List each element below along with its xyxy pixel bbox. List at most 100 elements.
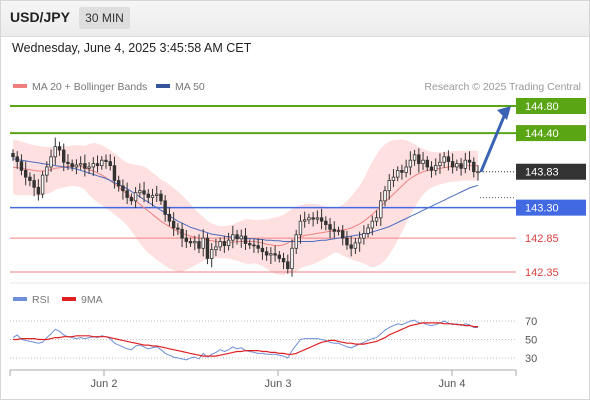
- candle-body-up: [383, 190, 387, 202]
- candle-body-down: [264, 251, 269, 256]
- candle: [218, 237, 222, 251]
- candle-body-down: [256, 245, 260, 249]
- ma20-legend-swatch: [13, 84, 27, 88]
- candle: [138, 183, 142, 198]
- rsi-legend-swatch: [13, 297, 27, 301]
- candle: [243, 227, 248, 251]
- candle-body-up: [218, 241, 222, 248]
- candle: [476, 165, 480, 181]
- candle-body-up: [302, 219, 307, 222]
- candle: [205, 233, 210, 265]
- candle-body-up: [315, 217, 320, 220]
- candle: [142, 181, 146, 203]
- candle-body-up: [408, 159, 413, 168]
- candle: [446, 150, 451, 171]
- candle: [201, 229, 205, 257]
- candle-body-up: [374, 217, 379, 222]
- candle-body-up: [379, 200, 383, 219]
- candle-body-up: [421, 159, 425, 164]
- candle-body-up: [269, 253, 273, 256]
- candle-body-up: [442, 156, 446, 163]
- candle: [239, 229, 243, 248]
- candle: [15, 151, 19, 169]
- candle-body-up: [404, 166, 408, 173]
- candle-body-down: [176, 227, 180, 230]
- candle-body-down: [345, 237, 349, 246]
- candle-body-down: [104, 159, 108, 162]
- candle: [379, 191, 383, 226]
- candle-body-down: [83, 163, 87, 169]
- candle-body-down: [277, 254, 282, 259]
- candle-body-down: [57, 146, 62, 151]
- candle-body-down: [23, 169, 28, 178]
- candle: [66, 154, 70, 171]
- projection-arrow-head: [497, 106, 511, 120]
- level-labels: 144.80 144.40 143.83 143.30 142.85 142.35: [516, 98, 586, 279]
- level-badge-143.30: [516, 199, 586, 216]
- candle-body-up: [155, 193, 159, 196]
- candle-body-down: [180, 228, 184, 239]
- candle: [362, 225, 366, 245]
- candle-body-down: [142, 190, 146, 195]
- candle-body-down: [349, 244, 353, 249]
- candle-body-up: [463, 159, 468, 169]
- candle-body-down: [171, 220, 176, 229]
- candle: [450, 153, 455, 174]
- candle: [269, 247, 273, 265]
- rsi-ma-legend-swatch: [62, 297, 76, 301]
- candle-body-down: [188, 241, 193, 244]
- candle: [133, 187, 138, 209]
- candle-body-up: [74, 164, 79, 168]
- candle-body-up: [336, 230, 341, 233]
- candle: [319, 208, 324, 230]
- candle: [23, 161, 28, 186]
- candle: [345, 230, 349, 250]
- candle: [425, 156, 429, 172]
- candle-body-down: [66, 161, 70, 164]
- candle: [324, 216, 328, 231]
- candle: [146, 189, 150, 204]
- candle: [370, 215, 375, 236]
- timestamp: Wednesday, June 4, 2025 3:45:58 AM CET: [12, 41, 252, 55]
- candle: [455, 159, 459, 172]
- candle-body-up: [45, 166, 49, 176]
- candle-body-up: [209, 249, 214, 259]
- candle: [197, 234, 201, 254]
- candle: [408, 151, 413, 176]
- candle-body-down: [243, 235, 248, 244]
- timeframe-button[interactable]: 30 MIN: [79, 7, 130, 29]
- candle-body-up: [395, 169, 400, 178]
- candle-body-down: [252, 244, 256, 247]
- candle-body-up: [298, 220, 303, 236]
- candle: [442, 151, 446, 168]
- candle: [290, 239, 294, 277]
- candle-body-up: [476, 171, 480, 174]
- candle-body-down: [125, 190, 129, 198]
- candle-body-down: [248, 243, 252, 246]
- candle-body-down: [129, 197, 134, 202]
- candle: [472, 157, 476, 178]
- candle: [62, 143, 66, 172]
- candle: [53, 137, 57, 165]
- candle-body-down: [36, 186, 41, 195]
- candle-body-down: [163, 200, 167, 215]
- candle: [256, 238, 260, 254]
- rsi-legend: RSI 9MA: [13, 294, 103, 306]
- candle-body-down: [319, 217, 324, 222]
- level-label-144.80: 144.80: [525, 101, 559, 113]
- candle-body-up: [214, 246, 218, 251]
- candle: [100, 156, 104, 170]
- candle: [404, 159, 408, 178]
- candle-body-down: [32, 180, 36, 188]
- candle-body-down: [311, 217, 315, 220]
- candle-body-down: [95, 163, 100, 167]
- candle: [387, 174, 391, 200]
- candle-body-up: [366, 227, 370, 234]
- candle: [176, 223, 180, 236]
- candle-body-down: [467, 159, 472, 163]
- candle-body-up: [307, 217, 311, 221]
- candle: [78, 156, 83, 170]
- level-label-143.83: 143.83: [525, 167, 559, 179]
- price-candles: [11, 137, 480, 277]
- rsi-ma-legend-label: 9MA: [81, 294, 103, 306]
